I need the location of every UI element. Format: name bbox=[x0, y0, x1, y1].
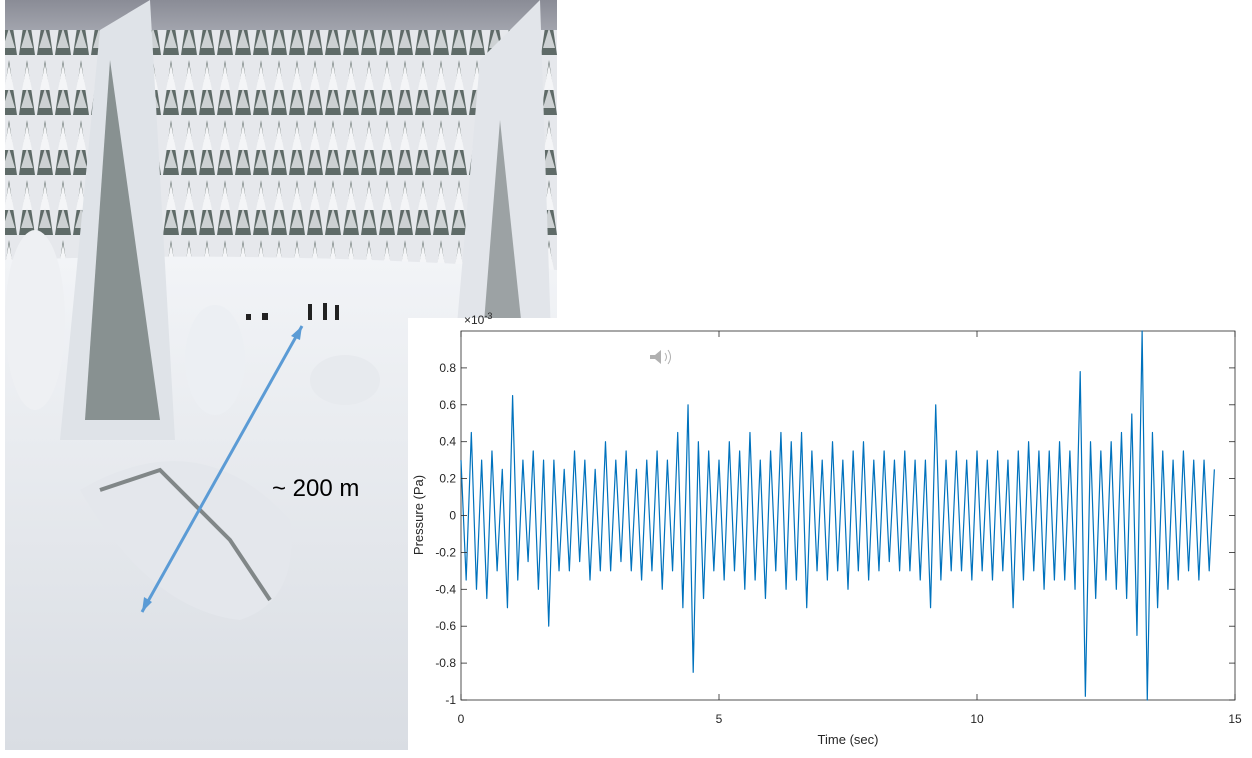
slide-canvas: ~ 200 m ×10-3 Time (sec) Pressure (Pa) -… bbox=[0, 0, 1252, 753]
x-axis-label: Time (sec) bbox=[818, 732, 879, 747]
y-tick-label: -0.8 bbox=[435, 656, 456, 670]
y-axis-label: Pressure (Pa) bbox=[411, 475, 426, 555]
x-tick-label: 0 bbox=[458, 712, 465, 726]
y-tick-label: 0.8 bbox=[439, 361, 456, 375]
slide: ~ 200 m ×10-3 Time (sec) Pressure (Pa) -… bbox=[0, 0, 1252, 753]
y-tick-label: -1 bbox=[445, 693, 456, 707]
x-tick-label: 5 bbox=[716, 712, 723, 726]
y-exponent-power: -3 bbox=[484, 311, 492, 321]
y-tick-label: 0.6 bbox=[439, 398, 456, 412]
y-tick-label: 0.2 bbox=[439, 472, 456, 486]
y-tick-label: 0.4 bbox=[439, 435, 456, 449]
x-tick-label: 15 bbox=[1228, 712, 1242, 726]
y-exponent-base: ×10 bbox=[464, 313, 485, 327]
x-tick-label: 10 bbox=[970, 712, 984, 726]
y-tick-label: -0.4 bbox=[435, 582, 456, 596]
y-tick-label: 0 bbox=[449, 509, 456, 523]
distance-label: ~ 200 m bbox=[272, 475, 359, 502]
y-tick-label: -0.2 bbox=[435, 545, 456, 559]
chart: ×10-3 Time (sec) Pressure (Pa) -1 -0.8 -0.… bbox=[408, 311, 1243, 753]
y-tick-label: -0.6 bbox=[435, 619, 456, 633]
